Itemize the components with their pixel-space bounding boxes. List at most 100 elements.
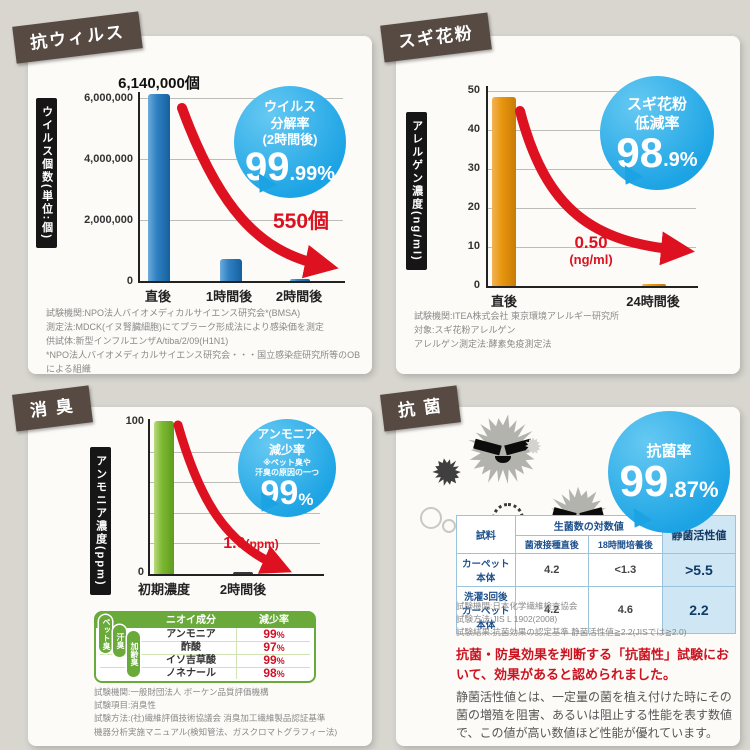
odor-rate: 99% [236,628,312,642]
row-divider [100,654,310,655]
deodor-tag: 消 臭 [12,385,93,432]
annotation-unit: (ng/ml) [569,251,613,267]
cell-value: 4.6 [587,586,663,634]
bubble-rate-small: .87% [668,476,719,502]
rate-value: 99 [263,653,277,667]
y-tick: 30 [467,162,480,174]
cell-activity-value: >5.5 [661,553,737,587]
bubble-rate-big: 99 [619,456,669,506]
row-divider [100,641,310,642]
x-axis [138,281,345,283]
cell-value: 4.2 [514,586,589,634]
pollen-rate-bubble: スギ花粉 低減率 98.9% [600,76,714,200]
antivirus-tag: 抗ウィルス [12,11,143,64]
gridline [488,91,696,92]
ammonia-rate-bubble: アンモニア 減少率 ※ペット臭や 汗臭の原因の一つ 99% [238,419,336,527]
card-antibacterial: 抗 菌 抗菌率 99.87% 試料 生菌数の対数値 静菌活性値 菌液接種直後 [380,385,740,746]
bubble-rate: 99.87% [619,456,719,506]
bubble-text: ウイルス [263,98,316,114]
odor-table-header [96,613,314,628]
row-label: カーペット本体 [456,553,516,587]
annotation-unit: (ppm) [245,537,279,551]
bubble-text: 抗菌率 [646,443,692,461]
bubble-rate-small: % [298,489,314,509]
antibacterial-rate-bubble: 抗菌率 99.87% [608,411,730,543]
bubble-rate-small: .99% [289,163,336,186]
bar-immediately [148,94,170,281]
antivirus-notes: 試験機関:NPO法人バイオメディカルサイエンス研究会*(BMSA) 測定法:MD… [46,307,361,377]
card-pollen: スギ花粉 アレルゲン濃度(ng/ml) 50 40 30 20 10 0 0.5… [380,12,740,374]
odor-category-aging: 加齢臭 [127,631,140,677]
pollen-notes: 試験機関:ITEA株式会社 東京環境アレルギー研究所 対象:スギ花粉アレルゲン … [414,310,729,352]
germ-icon-small [432,457,462,487]
activity-description: 静菌活性値とは、一定量の菌を植え付けた時にその菌の増殖を阻害、あるいは阻止する性… [456,690,733,740]
card-antivirus: 抗ウィルス ウイルス個数(単位:個) 6,000,000 4,000,000 2… [12,11,372,377]
y-axis [486,86,488,288]
note-line: 試験機関:ITEA株式会社 東京環境アレルギー研究所 [414,311,620,321]
ring-icon [442,519,456,533]
row-divider [100,667,310,668]
bubble-footnote: 汗臭の原因の一つ [255,468,319,478]
annotation-value: 0.50 [574,233,608,252]
bar-value-label: 6,140,000個 [118,75,200,92]
pollen-y-axis-label: アレルゲン濃度(ng/ml) [406,112,427,270]
y-tick: 40 [467,123,480,135]
cell-value: 4.2 [514,553,589,587]
note-line: 試験方法:JIS L 1902(2008) [456,614,558,625]
bubble-rate-small: .9% [663,149,698,172]
germ-icon-faint [524,437,542,455]
y-axis [138,92,140,283]
odor-rate: 97% [236,641,312,655]
column-header-rate: 減少率 [259,615,289,626]
virus-rate-bubble: ウイルス 分解率 (2時間後) 99.99% [234,86,346,208]
odor-table: ニオイ成分 減少率 アンモニア 酢酸 イソ吉草酸 ノネナール 99% 97% 9… [94,611,316,683]
arrow-value-label: 1.0(ppm) [196,535,306,553]
note-line: *NPO法人バイオメディカルサイエンス研究会・・・国立感染症研究所等のOBによる… [46,349,361,374]
rate-suffix: % [276,630,285,640]
bar-initial [154,421,174,574]
rate-suffix: % [276,656,285,666]
bar-24hour [642,284,666,286]
antibacterial-notes: 試験機関:日本化学繊維検査協会 試験方法:JIS L 1902(2008) 試験… [456,600,736,640]
x-label: 2時間後 [275,289,323,304]
note-line: アレルゲン測定法:酵素免疫測定法 [414,338,552,349]
bubble-text: 分解率 [270,115,310,131]
odor-name: ノネナール [166,668,216,679]
column-header-component: ニオイ成分 [166,615,216,626]
note-line: 試験機関:一般財団法人 ボーケン品質評価機構 [94,687,269,697]
x-axis [148,574,324,576]
cell-value: <1.3 [587,553,663,587]
bubble-rate: 98.9% [616,131,698,173]
x-label: 初期濃度 [137,582,190,597]
y-tick: 4,000,000 [84,153,133,165]
note-line: 試験項目:消臭性 [94,700,156,711]
bubble-text: スギ花粉 [626,95,687,113]
x-label: 1時間後 [205,289,253,304]
x-label: 直後 [490,294,517,309]
odor-category-pet: ペット臭 [99,615,112,653]
odor-name: アンモニア [166,629,216,640]
y-tick: 20 [467,201,480,213]
germ-icon [466,413,540,487]
note-line: 対象:スギ花粉アレルゲン [414,324,516,335]
bubble-text: 減少率 [268,442,305,457]
y-tick: 2,000,000 [84,214,133,226]
antibacterial-table: 試料 生菌数の対数値 静菌活性値 菌液接種直後 18時間培養後 カーペット本体 … [456,515,737,634]
column-header-sample: 試料 [456,515,516,554]
note-line: 試験方法:(社)繊維評価技術協議会 消臭加工繊維製品認証基準 [94,713,326,724]
bar-2hour [233,572,253,574]
note-line: 試験機関:日本化学繊維検査協会 [456,601,578,611]
y-tick: 100 [125,415,144,427]
rate-suffix: % [276,669,285,679]
note-line: 試験結果:抗菌効果の認定基準 静菌活性値≧2.2(JISでは≧2.0) [456,627,687,638]
y-tick: 0 [137,566,144,578]
odor-category-sweat: 汗臭 [113,625,126,657]
pollen-tag: スギ花粉 [380,12,492,63]
row-label: 洗濯3回後 カーペット本体 [456,586,516,634]
note-line: 機器分析実施マニュアル(検知管法、ガスクロマトグラフィー法) [94,726,338,737]
bubble-text: アンモニア [257,427,317,442]
y-tick: 50 [467,84,480,96]
odor-rate: 99% [236,654,312,668]
bubble-footnote: ※ペット臭や [263,458,311,468]
y-axis [148,419,150,576]
